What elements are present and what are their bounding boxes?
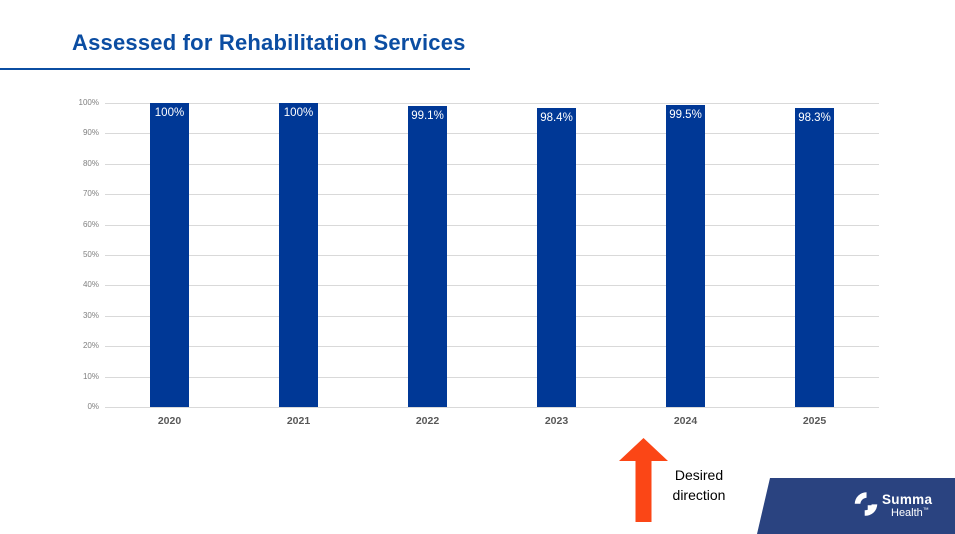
bar-value-label: 99.5% [669,108,702,121]
summa-health-logo: Summa Health™ [853,491,932,519]
gridline [105,346,879,348]
bar-value-label: 98.3% [798,112,831,125]
y-tick-label: 70% [82,189,99,199]
bar-value-label: 99.1% [411,109,444,122]
bar: 98.3% [795,108,834,407]
y-tick-label: 10% [82,371,99,381]
y-tick-label: 50% [82,250,99,259]
bar-value-label: 98.4% [540,111,573,124]
desired-direction-label: Desired direction [672,467,726,503]
gridline [105,224,879,226]
desired-direction-arrow-icon [619,438,668,522]
summa-health-swirl-icon [854,492,878,516]
bar-value-label: 100% [283,107,314,119]
arrow-shape [619,438,668,522]
gridline [105,103,879,104]
y-tick-label: 20% [82,341,99,351]
x-tick-label: 2021 [286,415,311,427]
y-tick-label: 90% [82,128,99,138]
bar: 99.5% [666,104,705,407]
bar: 100% [279,103,318,407]
page-title: Assessed for Rehabilitation Services [72,30,466,55]
trademark-symbol: ™ [922,506,929,513]
gridline [105,285,879,287]
y-tick-label: 30% [82,310,99,320]
bar: 100% [150,103,189,407]
gridline [105,376,879,378]
y-tick-label: 100% [78,98,99,107]
bar-chart: 0% 10% 20% 30% 40% 50% 60% 70% 80% 90% 100% 100% 202… [79,98,879,427]
x-tick-label: 2020 [157,415,182,427]
bar: 98.4% [537,107,576,407]
y-tick-label: 80% [82,158,99,168]
title-underline [0,68,470,70]
logo-text-summa: Summa [882,492,933,507]
x-tick-label: 2023 [544,415,569,427]
logo-text: Summa Health™ [882,491,932,519]
gridline [105,163,879,165]
gridline [105,255,879,256]
bar: 99.1% [408,105,447,407]
logo-text-health: Health™ [891,506,929,519]
gridline [105,194,879,196]
x-tick-label: 2022 [415,415,440,427]
brand-band: Summa Health™ [757,478,955,534]
y-tick-label: 40% [82,280,99,290]
bar-value-label: 100% [154,107,185,119]
y-tick-label: 0% [87,402,99,411]
x-tick-label: 2025 [802,415,827,427]
gridline [105,407,879,408]
gridline [105,133,879,135]
gridline [105,315,879,317]
y-tick-label: 60% [82,219,99,229]
x-tick-label: 2024 [673,415,698,427]
